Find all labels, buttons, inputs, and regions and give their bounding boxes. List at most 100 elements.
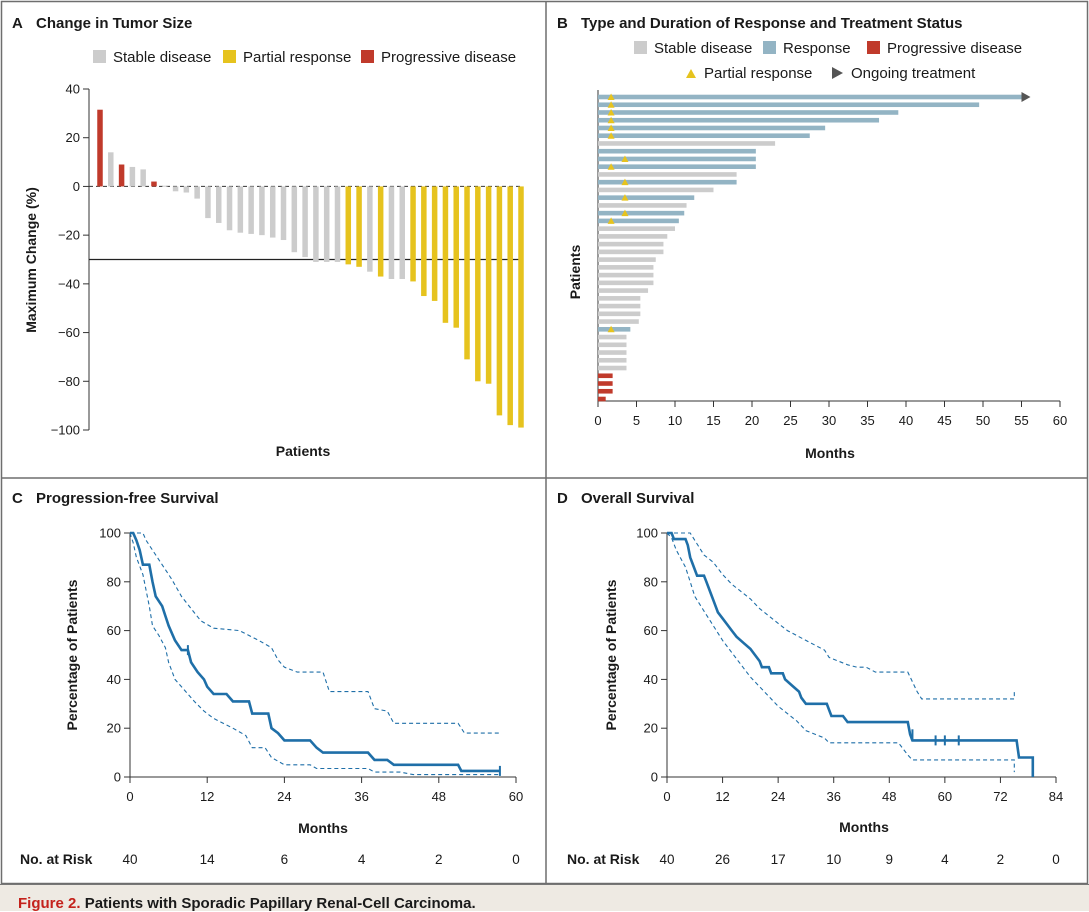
panel-b-x-tick-label: 55 xyxy=(1014,413,1028,428)
panel-b-legend-swatch xyxy=(763,41,776,54)
panel-c-x-tick-label: 60 xyxy=(509,789,523,804)
panel-b-patient-bar xyxy=(598,250,663,255)
panel-a-bar xyxy=(443,186,449,322)
panel-d-y-tick-label: 0 xyxy=(651,770,658,785)
panel-a-bar xyxy=(184,186,190,192)
panel-d-risk-value: 4 xyxy=(941,852,949,867)
panel-c-risk-value: 40 xyxy=(122,852,137,867)
panel-a-bar xyxy=(421,186,427,296)
panel-b-patient-bar xyxy=(598,366,626,371)
panel-b-patient-bar xyxy=(598,265,653,270)
panel-a-bar xyxy=(281,186,287,240)
panel-a-letter: A xyxy=(12,15,23,32)
panel-a-bar xyxy=(140,169,146,186)
panel-c-title: Progression-free Survival xyxy=(36,490,219,507)
panel-b-x-tick-label: 50 xyxy=(976,413,990,428)
panel-d-title: Overall Survival xyxy=(581,490,694,507)
panel-b-patient-bar xyxy=(598,389,613,394)
panel-b-x-tick-label: 25 xyxy=(783,413,797,428)
panel-b-patient-bar xyxy=(598,126,825,131)
panel-d-risk-value: 10 xyxy=(826,852,841,867)
panel-c-x-tick-label: 24 xyxy=(277,789,291,804)
panel-a-y-tick-label: 20 xyxy=(66,130,80,145)
panel-a-bar xyxy=(389,186,395,279)
panel-b-title: Type and Duration of Response and Treatm… xyxy=(581,15,962,32)
panel-b-patient-bar xyxy=(598,188,714,193)
panel-c-risk-value: 4 xyxy=(358,852,366,867)
panel-a-bar xyxy=(173,186,179,191)
panel-c-y-tick-label: 20 xyxy=(107,721,121,736)
panel-a-bar xyxy=(313,186,319,262)
panel-b-patient-bar xyxy=(598,304,640,309)
panel-a-bar xyxy=(248,186,254,233)
panel-b-patient-bar xyxy=(598,319,639,324)
panel-a-bar xyxy=(410,186,416,281)
panel-d-y-tick-label: 20 xyxy=(644,721,658,736)
panel-b-patient-bar xyxy=(598,350,626,355)
panel-b-patient-bar xyxy=(598,335,626,340)
panel-a-bar xyxy=(367,186,373,271)
panel-b-legend-label: Response xyxy=(783,40,851,57)
panel-b-patient-bar xyxy=(598,257,656,262)
panel-a-bar xyxy=(356,186,362,266)
panel-b-x-tick-label: 0 xyxy=(594,413,601,428)
panel-a-bar xyxy=(335,186,341,262)
panel-a-legend-label: Partial response xyxy=(243,49,351,66)
panel-a-bar xyxy=(162,186,168,187)
panel-d-ylabel: Percentage of Patients xyxy=(603,579,619,730)
panel-a-xlabel: Patients xyxy=(276,443,331,459)
figure-border xyxy=(2,2,1088,884)
panel-a-bar xyxy=(238,186,244,232)
panel-a-bar xyxy=(400,186,406,279)
panel-a-y-tick-label: 40 xyxy=(66,82,80,97)
panel-b-patient-bar xyxy=(598,358,626,363)
panel-a-title: Change in Tumor Size xyxy=(36,15,192,32)
panel-a-bar xyxy=(227,186,233,230)
panel-b-xlabel: Months xyxy=(805,445,855,461)
panel-d-risk-value: 26 xyxy=(715,852,730,867)
panel-d-risk-label: No. at Risk xyxy=(567,851,640,867)
panel-b-patient-bar xyxy=(598,242,663,247)
panel-d-x-tick-label: 60 xyxy=(938,789,952,804)
panel-d-y-tick-label: 100 xyxy=(636,526,658,541)
panel-a-bar xyxy=(453,186,459,327)
panel-b-patient-bar xyxy=(598,95,1022,100)
panel-c-y-tick-label: 60 xyxy=(107,623,121,638)
panel-a-y-tick-label: −80 xyxy=(58,374,80,389)
panel-b-legend-swatch xyxy=(867,41,880,54)
panel-a-legend-swatch xyxy=(93,50,106,63)
panel-a-bar xyxy=(130,167,136,186)
panel-a-bar xyxy=(205,186,211,218)
panel-c-x-tick-label: 48 xyxy=(432,789,446,804)
panel-c-xlabel: Months xyxy=(298,820,348,836)
panel-a-legend-swatch xyxy=(223,50,236,63)
panel-a-legend-label: Progressive disease xyxy=(381,49,516,66)
panel-a-y-tick-label: −20 xyxy=(58,228,80,243)
panel-d-x-tick-label: 36 xyxy=(826,789,840,804)
panel-c-letter: C xyxy=(12,490,23,507)
panel-b-patient-bar xyxy=(598,381,613,386)
panel-b-patient-bar xyxy=(598,211,684,216)
panel-d-x-tick-label: 0 xyxy=(663,789,670,804)
panel-a-bar xyxy=(108,152,114,186)
panel-d-risk-value: 9 xyxy=(886,852,894,867)
panel-a-legend-swatch xyxy=(361,50,374,63)
panel-c-risk-value: 6 xyxy=(281,852,289,867)
panel-b-patient-bar xyxy=(598,273,653,278)
panel-a-bar xyxy=(151,182,157,187)
panel-b-patient-bar xyxy=(598,373,613,378)
panel-a-bar xyxy=(270,186,276,237)
panel-a-ylabel: Maximum Change (%) xyxy=(23,187,39,332)
panel-d-risk-value: 17 xyxy=(771,852,786,867)
panel-a-bar xyxy=(475,186,481,381)
panel-b-patient-bar xyxy=(598,157,756,162)
panel-c-y-tick-label: 0 xyxy=(114,770,121,785)
panel-b-patient-bar xyxy=(598,226,675,231)
panel-a-bar xyxy=(97,110,103,187)
panel-b-patient-bar xyxy=(598,195,694,200)
panel-b-patient-bar xyxy=(598,149,756,154)
panel-b-x-tick-label: 35 xyxy=(860,413,874,428)
panel-b-legend-label: Stable disease xyxy=(654,40,752,57)
panel-c-risk-label: No. at Risk xyxy=(20,851,93,867)
panel-c-risk-value: 0 xyxy=(512,852,520,867)
